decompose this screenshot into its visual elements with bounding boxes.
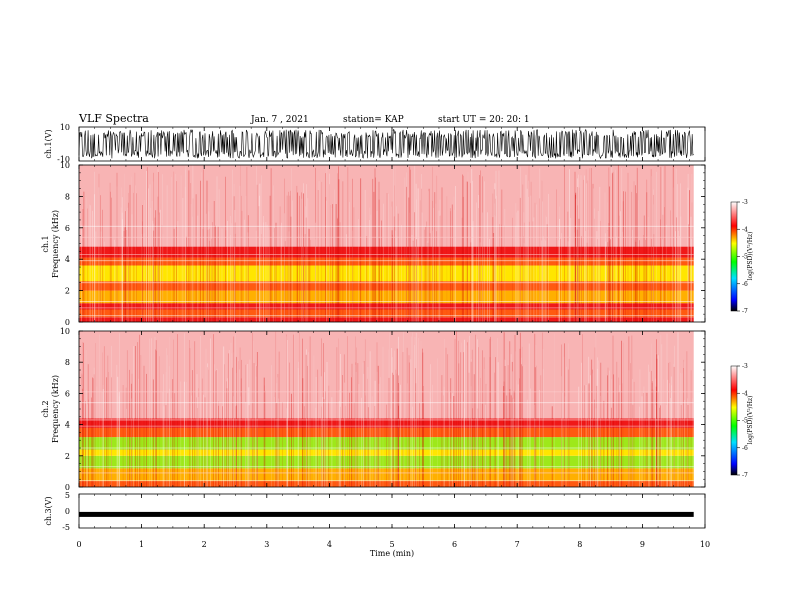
x-tick-label: 2: [202, 540, 207, 549]
spectrogram-ytick-label: 4: [65, 255, 70, 264]
spectrogram-band: [79, 331, 694, 419]
ch1-colorbar-label: log(PSD)(V²/Hz): [747, 232, 754, 281]
ch3-waveform-trace: [79, 511, 694, 517]
spectrogram-ytick-label: 6: [65, 389, 70, 398]
colorbar-tick-label: -3: [742, 199, 748, 206]
x-tick-label: 7: [515, 540, 520, 549]
colorbar-tick-label: -6: [742, 281, 748, 288]
figure-title: VLF Spectra: [78, 112, 149, 125]
spectrogram-ytick-label: 10: [60, 327, 70, 336]
spectrogram-band: [79, 265, 694, 282]
colorbar-tick-label: -6: [742, 445, 748, 452]
x-tick-label: 6: [452, 540, 457, 549]
x-axis-label: Time (min): [370, 549, 414, 558]
ch2-colorbar-gradient: [730, 365, 738, 476]
ch1-ytick-top: 10: [60, 123, 70, 132]
ch2-colorbar-label: log(PSD)(V²/Hz): [747, 396, 754, 445]
ch1-waveform-ylabel: ch.1(V): [44, 129, 53, 158]
x-tick-label: 4: [327, 540, 332, 549]
spectrogram-band: [79, 455, 694, 469]
ch3-waveform-ylabel: ch.3(V): [44, 496, 53, 525]
header-start-time: start UT = 20: 20: 1: [438, 115, 530, 125]
spectrogram-band: [79, 246, 694, 258]
spectrogram-ytick-label: 8: [65, 192, 70, 201]
header-date: Jan. 7 , 2021: [250, 115, 309, 125]
spectrogram-band: [79, 480, 694, 487]
ch1-spectrogram-ylabel: Frequency (kHz): [51, 210, 60, 278]
ch2-spectrogram-ylabel-channel: ch.2: [41, 400, 50, 417]
spectrogram-band: [79, 165, 694, 247]
ch3-ytick-top: 5: [65, 491, 70, 500]
x-tick-label: 0: [76, 540, 81, 549]
ch1-waveform-panel: 10 -10 ch.1(V): [44, 123, 706, 164]
ch3-ytick-bottom: -5: [62, 523, 70, 532]
ch2-spectrogram-image: [79, 331, 705, 487]
spectrogram-ytick-label: 10: [60, 161, 70, 170]
x-axis-ticks: [78, 127, 706, 528]
colorbar-tick-label: -4: [742, 226, 748, 233]
ch1-ytick-bottom: -10: [57, 155, 70, 164]
spectrogram-ytick-label: 8: [65, 358, 70, 367]
ch1-waveform-trace: [78, 128, 694, 160]
ch1-colorbar: -3 -4 -5 -6 -7 log(PSD)(V²/Hz): [730, 199, 754, 315]
spectrogram-ytick-label: 4: [65, 421, 70, 430]
spectrogram-band: [79, 468, 694, 481]
spectrogram-band: [79, 281, 694, 291]
colorbar-tick-label: -7: [742, 308, 748, 315]
spectrogram-band: [79, 309, 694, 318]
spectrogram-ytick-label: 2: [65, 287, 70, 296]
ch1-colorbar-gradient: [730, 201, 738, 312]
spectrogram-band: [79, 437, 694, 450]
spectrogram-ytick-label: 2: [65, 452, 70, 461]
colorbar-tick-label: -7: [742, 472, 748, 479]
spectrogram-ytick-label: 0: [65, 318, 70, 327]
x-tick-label: 9: [640, 540, 645, 549]
spectrogram-band: [79, 257, 694, 266]
colorbar-tick-label: -3: [742, 363, 748, 370]
spectrogram-ytick-label: 6: [65, 224, 70, 233]
ch3-waveform-panel: 5 0 -5 ch.3(V): [44, 491, 706, 532]
x-axis-tick-labels: 0 1 2 3 4 5 6 7 8 9 10: [76, 540, 710, 549]
spectrogram-ytick-label: 0: [65, 483, 70, 492]
x-tick-label: 3: [264, 540, 269, 549]
ch3-waveform-frame: [78, 493, 706, 529]
ch3-ytick-mid: 0: [65, 507, 70, 516]
spectrogram-band: [79, 303, 694, 310]
ch2-colorbar: -3 -4 -5 -6 -7 log(PSD)(V²/Hz): [730, 363, 754, 479]
ch1-spectrogram-image: [79, 165, 705, 322]
x-tick-label: 8: [577, 540, 582, 549]
colorbar-tick-label: -4: [742, 390, 748, 397]
colorbar-tick-label: -5: [742, 418, 748, 425]
spectrogram-band: [79, 418, 694, 428]
ch1-spectrogram-ylabel-channel: ch.1: [41, 235, 50, 252]
ch2-spectrogram-ylabel: Frequency (kHz): [51, 375, 60, 443]
ch1-spectrogram-panel: 0 2 4 6 8 10 ch.1 Frequency (kHz): [41, 161, 706, 327]
x-tick-label: 10: [700, 540, 710, 549]
colorbar-tick-label: -5: [742, 254, 748, 261]
ch2-spectrogram-panel: 0 2 4 6 8 10 ch.2 Frequency (kHz): [41, 327, 706, 492]
spectrogram-band: [79, 449, 694, 456]
spectrogram-band: [79, 427, 694, 438]
x-tick-label: 5: [389, 540, 394, 549]
spectrogram-band: [79, 290, 694, 304]
header-station: station= KAP: [343, 115, 404, 125]
spectrogram-band: [79, 317, 694, 322]
x-tick-label: 1: [139, 540, 144, 549]
